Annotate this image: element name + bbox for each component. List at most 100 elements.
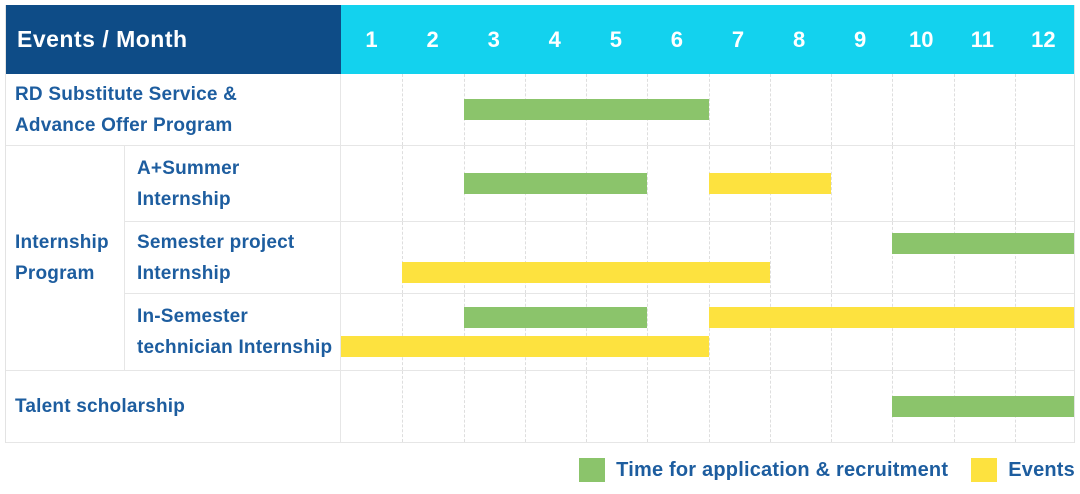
table-row: In-Semester technician Internship bbox=[125, 294, 1074, 370]
table-row: A+Summer Internship bbox=[125, 146, 1074, 222]
month-gridline bbox=[708, 222, 710, 293]
month-header-5: 5 bbox=[609, 26, 622, 52]
month-header-2: 2 bbox=[426, 26, 439, 52]
month-gridline bbox=[953, 294, 955, 370]
label-line: Semester project bbox=[137, 231, 295, 253]
month-gridline bbox=[831, 371, 832, 442]
group-sub-rows: A+Summer Internship Semester project Intern… bbox=[125, 146, 1074, 370]
label-line: In-Semester bbox=[137, 306, 248, 327]
month-gridline bbox=[402, 146, 404, 221]
table-row: RD Substitute Service & Advance Offer Pro… bbox=[6, 74, 1074, 146]
row-label: In-Semester technician Internship bbox=[125, 294, 341, 370]
month-gridline bbox=[1014, 146, 1016, 221]
month-gridline bbox=[524, 371, 526, 442]
gantt-bar-green bbox=[463, 173, 648, 194]
table-row: Semester project Internship bbox=[125, 222, 1074, 294]
bar-line bbox=[341, 261, 1074, 283]
month-gridline bbox=[463, 294, 465, 370]
label-line: Talent scholarship bbox=[15, 396, 186, 417]
month-header-7: 7 bbox=[731, 26, 745, 52]
month-header-1: 1 bbox=[365, 26, 378, 52]
month-gridline bbox=[831, 74, 832, 145]
month-gridline bbox=[647, 294, 649, 370]
month-header-4: 4 bbox=[548, 26, 561, 52]
month-gridline bbox=[586, 222, 587, 293]
label-line: A+Summer bbox=[137, 157, 240, 179]
month-gridline bbox=[402, 294, 404, 370]
month-header-12: 12 bbox=[1031, 26, 1056, 52]
legend-label-events: Events bbox=[1008, 458, 1075, 481]
bar-lines bbox=[341, 294, 1074, 370]
bar-line bbox=[341, 396, 1074, 417]
legend-swatch-application-recruitment bbox=[579, 458, 606, 482]
gantt-bar-yellow bbox=[341, 336, 709, 357]
month-gridline bbox=[831, 222, 832, 293]
month-gridline bbox=[708, 371, 710, 442]
month-gridline bbox=[708, 74, 710, 145]
bar-line bbox=[341, 336, 1074, 357]
row-label: RD Substitute Service & Advance Offer Pro… bbox=[6, 74, 341, 145]
gantt-table: Events / Month 1 2 3 4 5 6 7 8 9 10 11 12 RD Substi… bbox=[5, 5, 1075, 443]
label-line: Internship bbox=[137, 262, 231, 284]
month-gridline bbox=[892, 294, 894, 370]
month-gridline bbox=[953, 74, 955, 145]
table-row: Talent scholarship bbox=[6, 371, 1074, 443]
gantt-bar-yellow bbox=[708, 307, 1074, 328]
month-gridline bbox=[831, 294, 832, 370]
month-gridline bbox=[708, 294, 710, 370]
gantt-bar-green bbox=[463, 99, 709, 120]
label-line: Advance Offer Program bbox=[15, 114, 233, 136]
month-header-6: 6 bbox=[670, 26, 684, 52]
month-gridline bbox=[769, 74, 771, 145]
group-section: Internship Program A+Summer Internship Semes… bbox=[6, 146, 1074, 371]
label-line: technician Internship bbox=[137, 337, 333, 358]
events-month-header: Events / Month bbox=[6, 5, 341, 74]
month-gridline bbox=[463, 371, 465, 442]
bar-lines bbox=[341, 222, 1074, 293]
month-gridline bbox=[1014, 294, 1016, 370]
month-gridline bbox=[892, 74, 894, 145]
legend: Time for application & recruitment Event… bbox=[5, 446, 1075, 494]
label-line: Internship bbox=[137, 188, 231, 210]
bar-lines bbox=[341, 146, 1074, 221]
row-label: A+Summer Internship bbox=[125, 146, 341, 221]
month-gridline bbox=[953, 222, 955, 293]
row-label: Talent scholarship bbox=[6, 371, 341, 442]
month-gridline bbox=[647, 146, 649, 221]
month-header-8: 8 bbox=[792, 26, 806, 52]
group-label: Internship Program bbox=[6, 146, 125, 370]
month-gridline bbox=[1014, 74, 1016, 145]
gantt-body: RD Substitute Service & Advance Offer Pro… bbox=[6, 74, 1074, 443]
gantt-bar-green bbox=[892, 396, 1074, 417]
bar-line bbox=[341, 232, 1074, 254]
month-gridline bbox=[402, 74, 404, 145]
bar-line bbox=[341, 307, 1074, 328]
gantt-bar-yellow bbox=[708, 173, 831, 194]
month-gridline bbox=[402, 222, 404, 293]
month-header-11: 11 bbox=[970, 26, 994, 52]
month-header-3: 3 bbox=[487, 26, 500, 52]
month-gridline bbox=[892, 222, 894, 293]
gantt-bar-green bbox=[463, 307, 648, 328]
label-line: Program bbox=[15, 263, 95, 284]
month-gridline bbox=[647, 371, 649, 442]
chart-cell bbox=[341, 146, 1074, 221]
bar-lines bbox=[341, 74, 1074, 145]
month-gridline bbox=[524, 222, 526, 293]
label-line: Internship bbox=[15, 232, 109, 253]
legend-label-application-recruitment: Time for application & recruitment bbox=[616, 458, 949, 481]
month-gridline bbox=[892, 146, 894, 221]
month-gridline bbox=[586, 371, 587, 442]
month-header-strip: 1 2 3 4 5 6 7 8 9 10 11 12 bbox=[341, 5, 1074, 74]
month-gridline bbox=[1014, 222, 1016, 293]
bar-lines bbox=[341, 371, 1074, 442]
month-header-10: 10 bbox=[909, 26, 934, 52]
label-line: RD Substitute Service & bbox=[15, 83, 238, 105]
month-gridline bbox=[831, 146, 832, 221]
bar-line bbox=[341, 173, 1074, 194]
gantt-bar-green bbox=[892, 232, 1074, 254]
month-gridline bbox=[586, 294, 587, 370]
month-gridline bbox=[402, 371, 404, 442]
month-header-9: 9 bbox=[854, 26, 867, 52]
